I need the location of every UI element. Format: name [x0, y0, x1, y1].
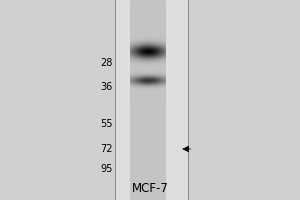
Text: MCF-7: MCF-7 [132, 182, 168, 194]
Text: 95: 95 [100, 164, 112, 174]
Text: 72: 72 [100, 144, 112, 154]
Text: 28: 28 [100, 58, 112, 68]
Text: 55: 55 [100, 119, 112, 129]
Text: 36: 36 [100, 82, 112, 92]
